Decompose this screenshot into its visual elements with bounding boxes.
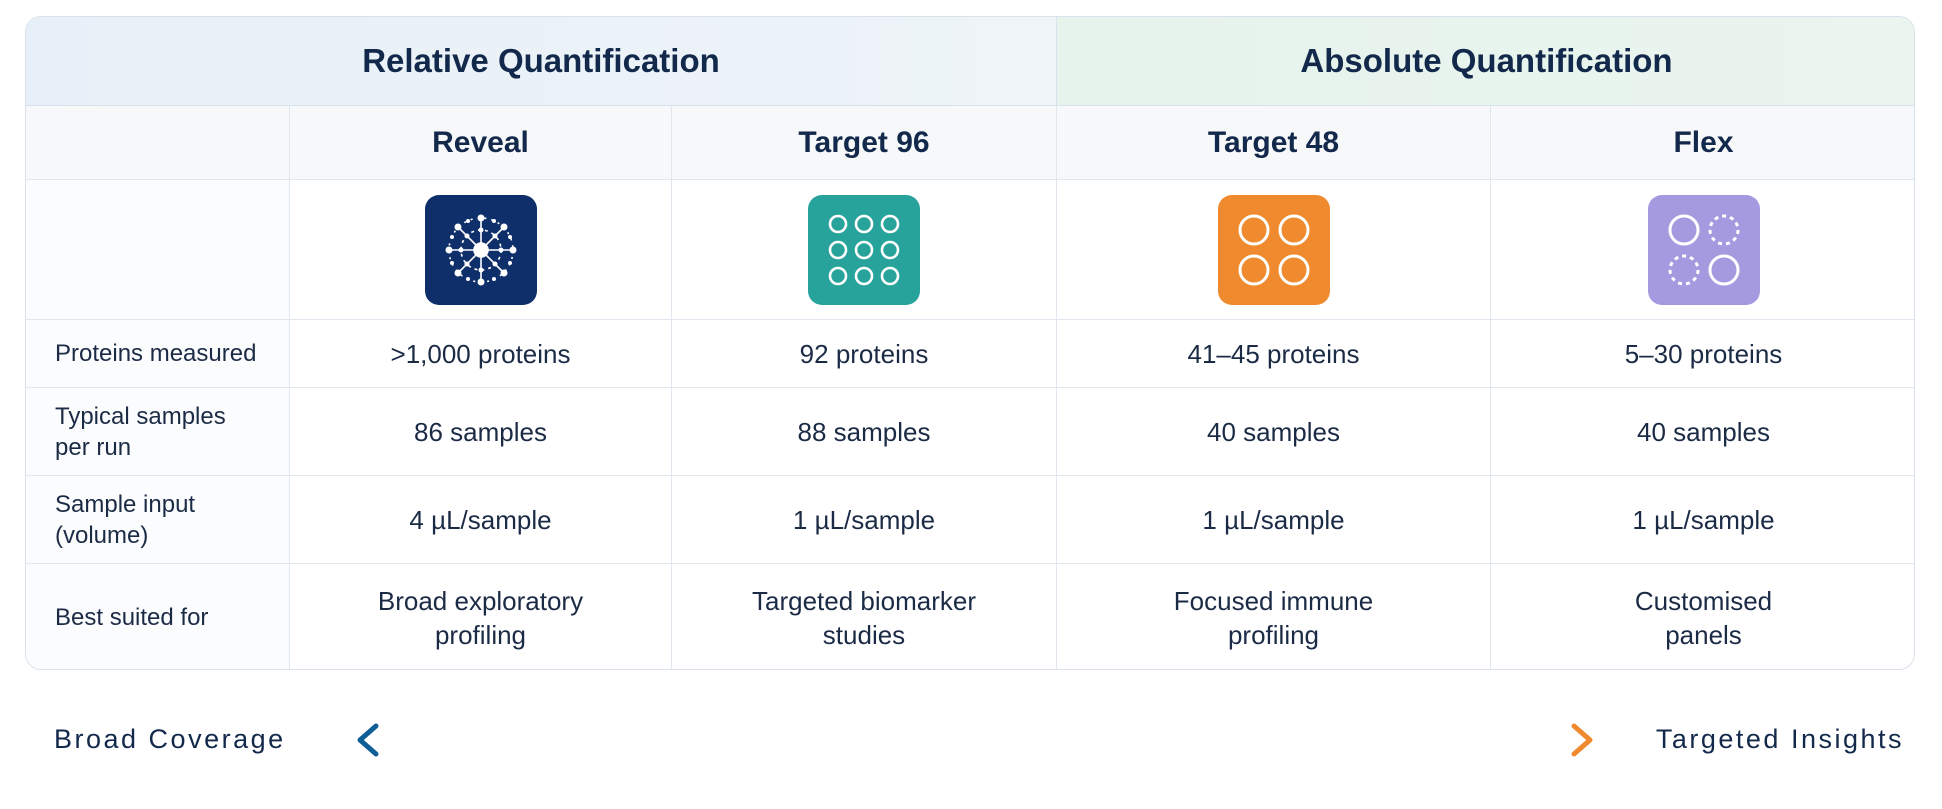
icon-cell-reveal	[290, 180, 672, 320]
table-cell: 92 proteins	[672, 320, 1057, 388]
row-label-text: Typical samples per run	[55, 402, 226, 461]
table-cell: Targeted biomarker studies	[672, 564, 1057, 669]
mixed-circle-grid-icon	[1647, 194, 1760, 305]
cell-value: Broad exploratory profiling	[377, 585, 584, 650]
row-label-samples: Typical samples per run	[26, 388, 290, 476]
group-header-absolute: Absolute Quantification	[1057, 17, 1914, 106]
icon-cell-target48	[1057, 180, 1491, 320]
row-label-text: Best suited for	[55, 604, 209, 631]
table-cell: 86 samples	[290, 388, 672, 476]
icon-cell-target96	[672, 180, 1057, 320]
product-name-flex: Flex	[1673, 125, 1734, 159]
table-cell: 41–45 proteins	[1057, 320, 1491, 388]
product-header-flex: Flex	[1491, 106, 1914, 180]
table-cell: 88 samples	[672, 388, 1057, 476]
product-name-target96: Target 96	[798, 125, 930, 159]
table-cell: 1 µL/sample	[672, 476, 1057, 564]
table-cell: >1,000 proteins	[290, 320, 672, 388]
scale-label-left: Broad Coverage	[54, 724, 286, 754]
row-label-proteins: Proteins measured	[26, 320, 290, 388]
group-header-relative: Relative Quantification	[26, 17, 1057, 106]
icon-cell-flex	[1491, 180, 1914, 320]
cell-value: Focused immune profiling	[1173, 585, 1374, 650]
four-circle-grid-icon	[1217, 194, 1330, 305]
product-name-reveal: Reveal	[432, 125, 529, 159]
cell-value: 40 samples	[1207, 416, 1340, 447]
cell-value: 1 µL/sample	[792, 504, 936, 535]
cell-value: 1 µL/sample	[1202, 504, 1345, 535]
cell-value: Targeted biomarker studies	[752, 585, 976, 650]
product-row-blank	[26, 106, 290, 180]
cell-value: 40 samples	[1637, 416, 1770, 447]
icon-row-blank	[26, 180, 290, 320]
double-arrow-icon	[357, 723, 1593, 757]
table-cell: 5–30 proteins	[1491, 320, 1914, 388]
product-name-target48: Target 48	[1207, 125, 1340, 159]
product-header-reveal: Reveal	[290, 106, 672, 180]
table-cell: 1 µL/sample	[1057, 476, 1491, 564]
table-cell: 40 samples	[1491, 388, 1914, 476]
cell-value: 1 µL/sample	[1632, 504, 1775, 535]
cell-value: Customised panels	[1634, 585, 1773, 650]
cell-value: 86 samples	[414, 416, 547, 447]
cell-value: >1,000 proteins	[390, 338, 571, 369]
group-title-absolute: Absolute Quantification	[1300, 42, 1673, 79]
row-label-best-suited: Best suited for	[26, 564, 290, 669]
row-label-text: Sample input (volume)	[55, 490, 196, 549]
scale-label-right: Targeted Insights	[1655, 724, 1904, 754]
table-cell: 1 µL/sample	[1491, 476, 1914, 564]
nine-dot-grid-icon	[808, 194, 920, 305]
table-cell: Broad exploratory profiling	[290, 564, 672, 669]
group-title-relative: Relative Quantification	[362, 42, 720, 79]
cell-value: 92 proteins	[799, 338, 929, 369]
cell-value: 4 µL/sample	[409, 504, 552, 535]
row-label-text: Proteins measured	[55, 340, 257, 367]
table-cell: Focused immune profiling	[1057, 564, 1491, 669]
cell-value: 88 samples	[797, 416, 931, 447]
comparison-table: Relative Quantification Absolute Quantif…	[25, 16, 1915, 670]
table-cell: Customised panels	[1491, 564, 1914, 669]
product-header-target96: Target 96	[672, 106, 1057, 180]
cell-value: 5–30 proteins	[1624, 338, 1783, 369]
row-label-input: Sample input (volume)	[26, 476, 290, 564]
network-burst-icon	[424, 194, 537, 305]
product-header-target48: Target 48	[1057, 106, 1491, 180]
table-cell: 40 samples	[1057, 388, 1491, 476]
cell-value: 41–45 proteins	[1187, 338, 1360, 369]
table-cell: 4 µL/sample	[290, 476, 672, 564]
